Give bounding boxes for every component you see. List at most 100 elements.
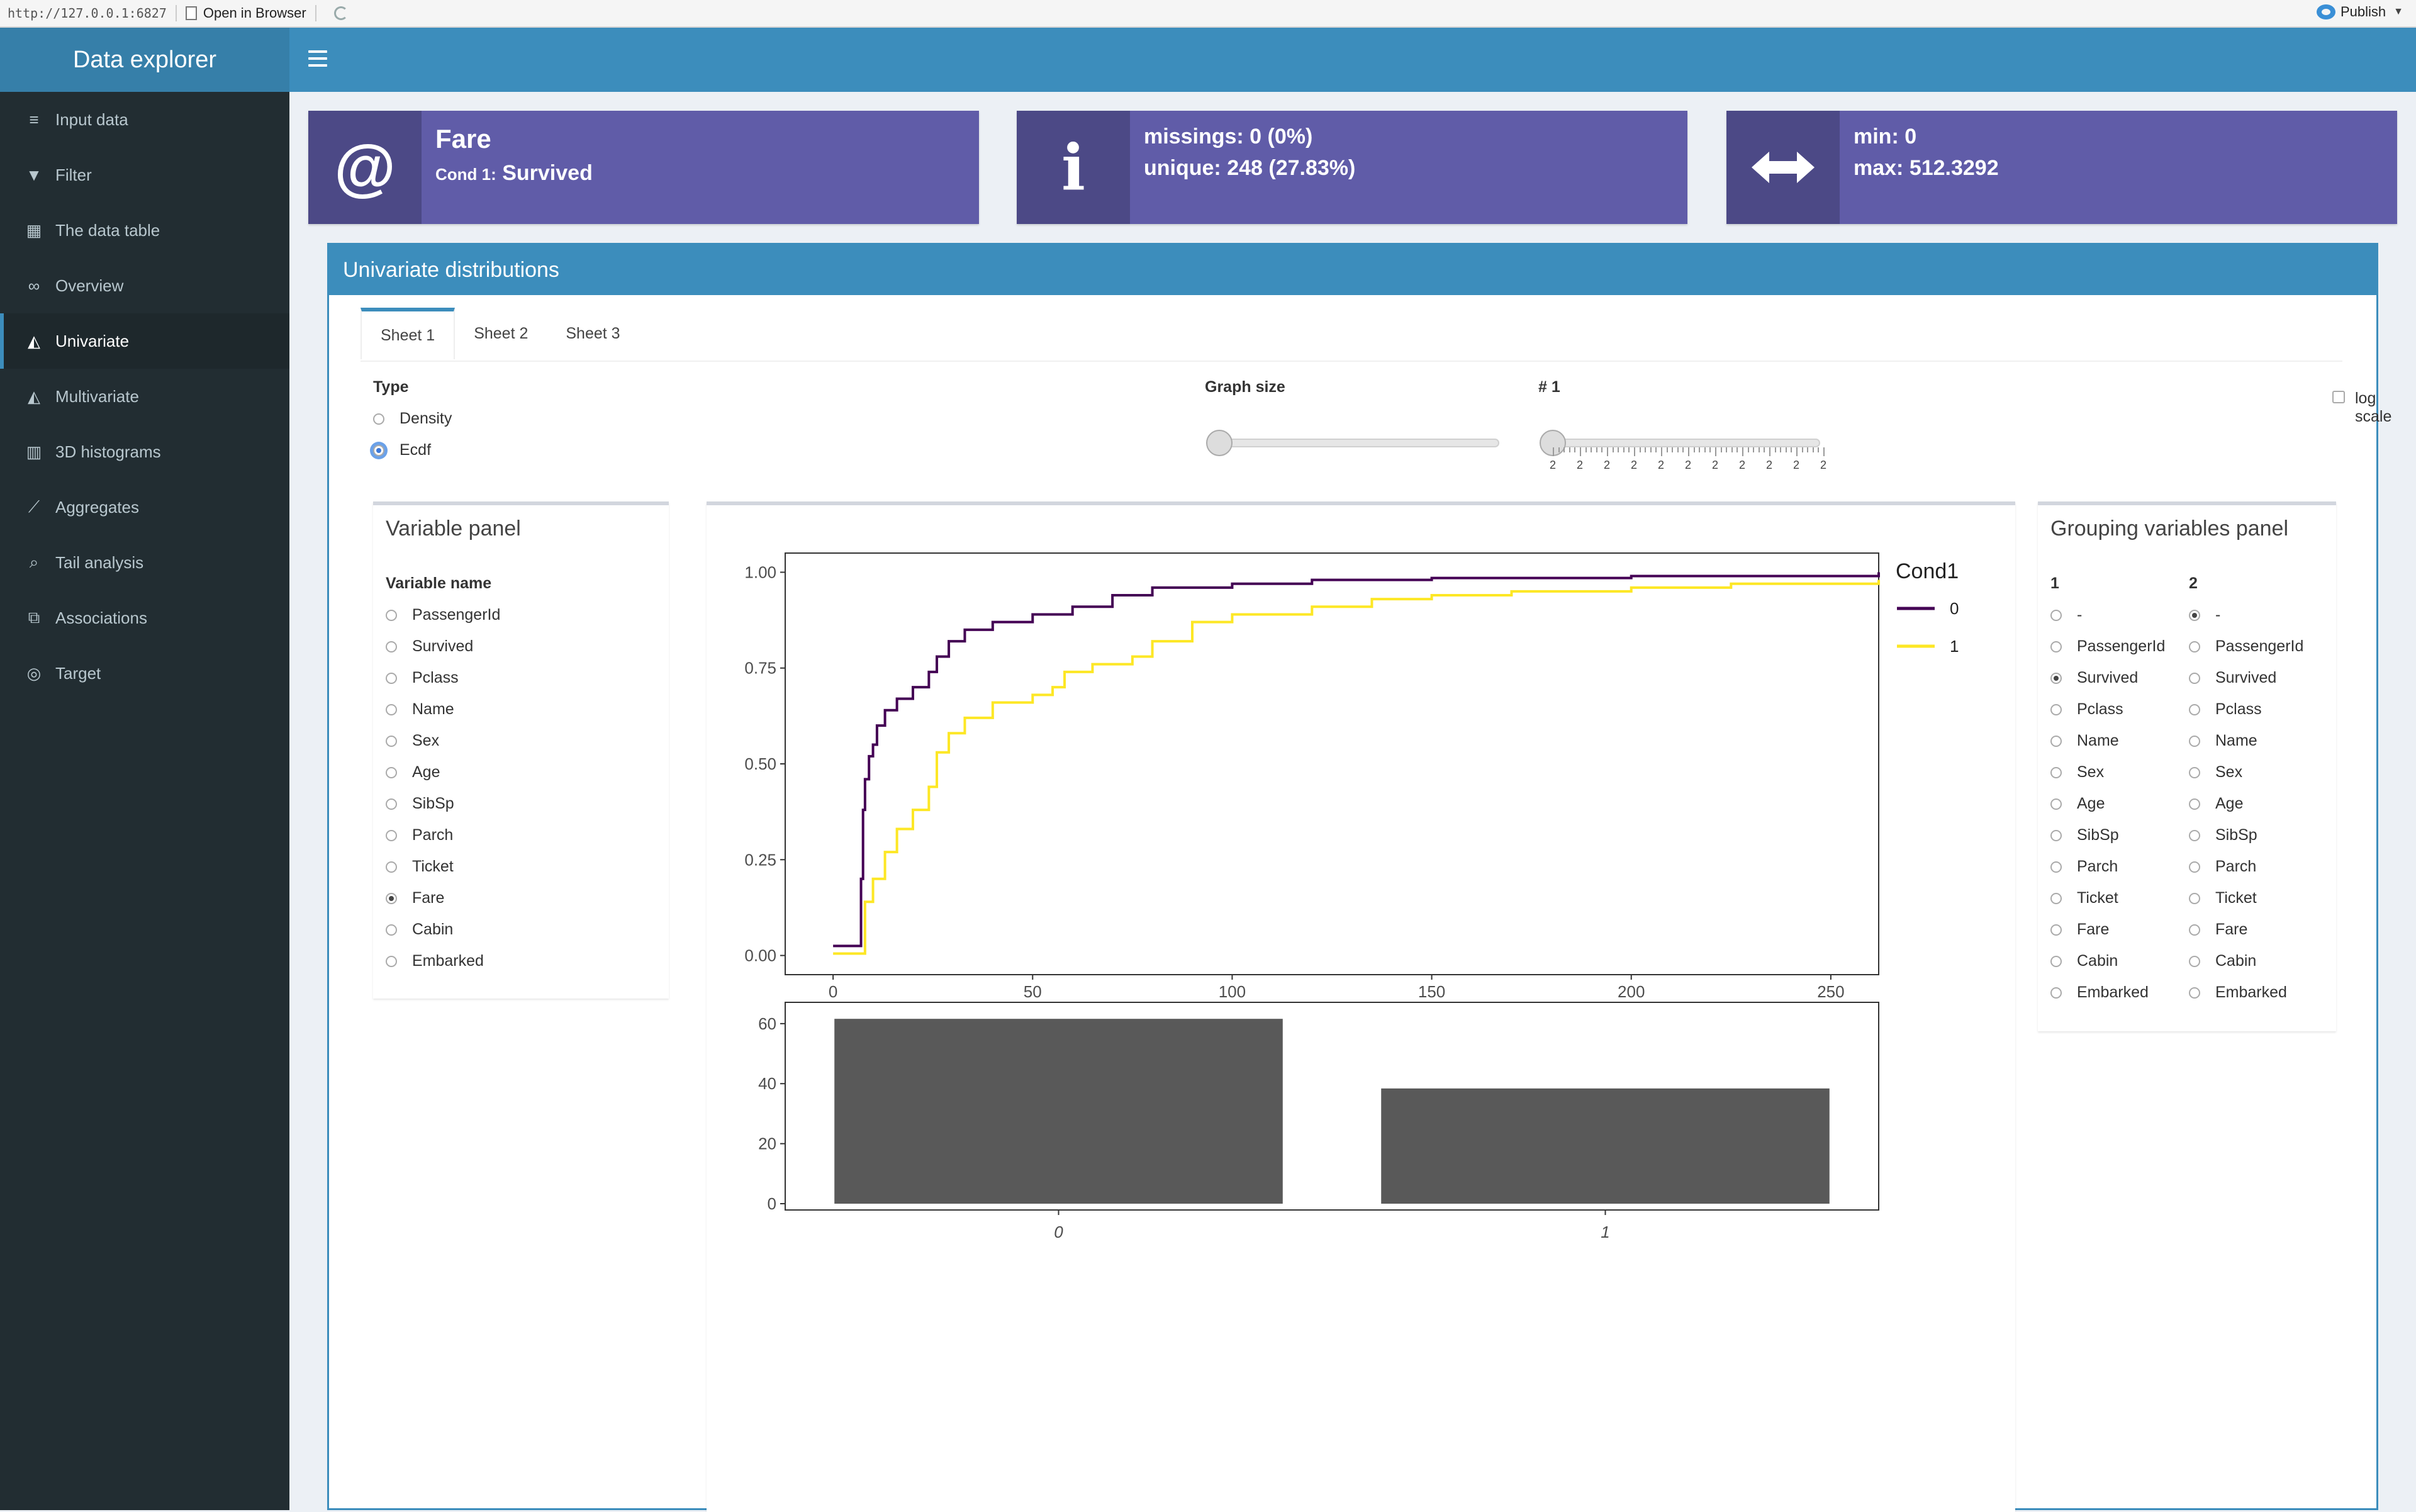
variable-option-age[interactable]: Age: [386, 763, 440, 781]
group1-option-fare[interactable]: Fare: [2050, 921, 2109, 939]
radio-button[interactable]: [386, 829, 397, 841]
group2-option-none[interactable]: -: [2189, 606, 2220, 624]
sidebar-item-filter[interactable]: ▼ Filter: [0, 147, 289, 203]
sidebar-item-overview[interactable]: ∞ Overview: [0, 258, 289, 313]
radio-button[interactable]: [2050, 798, 2062, 810]
variable-option-parch[interactable]: Parch: [386, 826, 453, 844]
variable-option-sex[interactable]: Sex: [386, 732, 439, 750]
radio-button[interactable]: [2050, 987, 2062, 999]
tab-sheet-3[interactable]: Sheet 3: [566, 324, 620, 342]
app-logo[interactable]: Data explorer: [0, 28, 289, 92]
group2-option-age[interactable]: Age: [2189, 795, 2243, 813]
group2-option-passengerid[interactable]: PassengerId: [2189, 637, 2303, 656]
group1-option-survived[interactable]: Survived: [2050, 669, 2138, 687]
variable-option-sibsp[interactable]: SibSp: [386, 795, 454, 813]
radio-button[interactable]: [2189, 672, 2200, 684]
tab-sheet-1[interactable]: Sheet 1: [361, 308, 456, 359]
radio-button[interactable]: [386, 766, 397, 778]
variable-option-survived[interactable]: Survived: [386, 637, 473, 656]
group2-option-sibsp[interactable]: SibSp: [2189, 826, 2257, 844]
radio-button[interactable]: [386, 892, 397, 904]
variable-option-cabin[interactable]: Cabin: [386, 921, 453, 939]
radio-button[interactable]: [386, 641, 397, 652]
group1-option-sibsp[interactable]: SibSp: [2050, 826, 2119, 844]
group2-option-sex[interactable]: Sex: [2189, 763, 2242, 781]
sidebar-item-associations[interactable]: ⧉ Associations: [0, 590, 289, 646]
variable-option-name[interactable]: Name: [386, 700, 454, 719]
sidebar-item-multivariate[interactable]: ◭ Multivariate: [0, 369, 289, 424]
group1-option-cabin[interactable]: Cabin: [2050, 952, 2118, 970]
sidebar-item-univariate[interactable]: ◭ Univariate: [0, 313, 289, 369]
radio-button[interactable]: [386, 609, 397, 621]
radio-button[interactable]: [386, 735, 397, 747]
group1-option-sex[interactable]: Sex: [2050, 763, 2104, 781]
radio-button[interactable]: [2189, 766, 2200, 778]
group2-option-parch[interactable]: Parch: [2189, 858, 2256, 876]
group1-option-age[interactable]: Age: [2050, 795, 2105, 813]
menu-toggle-icon[interactable]: [308, 50, 327, 67]
bins-slider-track[interactable]: [1543, 439, 1820, 447]
variable-option-fare[interactable]: Fare: [386, 889, 444, 907]
radio-button[interactable]: [2050, 609, 2062, 621]
graph-size-slider-handle[interactable]: [1206, 430, 1233, 456]
radio-button[interactable]: [2189, 924, 2200, 936]
radio-button[interactable]: [2189, 861, 2200, 873]
radio-button[interactable]: [386, 955, 397, 967]
group2-option-cabin[interactable]: Cabin: [2189, 952, 2256, 970]
radio-button[interactable]: [2050, 641, 2062, 652]
type-option-density[interactable]: Density: [373, 410, 452, 428]
radio-button[interactable]: [2189, 987, 2200, 999]
radio-button[interactable]: [2189, 703, 2200, 715]
radio-button[interactable]: [2050, 766, 2062, 778]
variable-option-pclass[interactable]: Pclass: [386, 669, 459, 687]
radio-button[interactable]: [2189, 829, 2200, 841]
sidebar-item-the-data-table[interactable]: ▦ The data table: [0, 203, 289, 258]
open-in-browser-button[interactable]: Open in Browser: [185, 5, 306, 21]
group2-option-ticket[interactable]: Ticket: [2189, 889, 2257, 907]
group1-option-embarked[interactable]: Embarked: [2050, 983, 2149, 1002]
group1-option-name[interactable]: Name: [2050, 732, 2119, 750]
group2-option-embarked[interactable]: Embarked: [2189, 983, 2287, 1002]
variable-option-ticket[interactable]: Ticket: [386, 858, 454, 876]
radio-button[interactable]: [2050, 924, 2062, 936]
radio-button[interactable]: [2189, 955, 2200, 967]
radio-button[interactable]: [2189, 609, 2200, 621]
radio-button[interactable]: [2050, 861, 2062, 873]
sidebar-item-aggregates[interactable]: ⟋ Aggregates: [0, 479, 289, 535]
radio-ecdf[interactable]: [373, 444, 384, 456]
type-option-ecdf[interactable]: Ecdf: [373, 441, 431, 459]
radio-button[interactable]: [386, 798, 397, 810]
radio-button[interactable]: [2189, 735, 2200, 747]
group1-option-parch[interactable]: Parch: [2050, 858, 2118, 876]
radio-button[interactable]: [386, 703, 397, 715]
radio-density[interactable]: [373, 413, 384, 425]
group1-option-ticket[interactable]: Ticket: [2050, 889, 2118, 907]
tab-sheet-2[interactable]: Sheet 2: [474, 324, 528, 342]
group2-option-pclass[interactable]: Pclass: [2189, 700, 2262, 719]
radio-button[interactable]: [2050, 735, 2062, 747]
radio-button[interactable]: [386, 861, 397, 873]
radio-button[interactable]: [2050, 955, 2062, 967]
variable-option-passengerid[interactable]: PassengerId: [386, 606, 500, 624]
graph-size-slider-track[interactable]: [1210, 439, 1499, 447]
radio-button[interactable]: [386, 924, 397, 936]
radio-button[interactable]: [2050, 829, 2062, 841]
radio-button[interactable]: [2189, 892, 2200, 904]
radio-button[interactable]: [2050, 892, 2062, 904]
sidebar-item-3d-histograms[interactable]: ▥ 3D histograms: [0, 424, 289, 479]
variable-option-embarked[interactable]: Embarked: [386, 952, 484, 970]
group1-option-none[interactable]: -: [2050, 606, 2082, 624]
group2-option-name[interactable]: Name: [2189, 732, 2257, 750]
sidebar-item-tail-analysis[interactable]: ⌕ Tail analysis: [0, 535, 289, 590]
refresh-icon[interactable]: [333, 6, 348, 20]
radio-button[interactable]: [386, 672, 397, 684]
log-scale-checkbox[interactable]: [2332, 391, 2345, 403]
group2-option-survived[interactable]: Survived: [2189, 669, 2276, 687]
url-text[interactable]: http://127.0.0.1:6827: [8, 6, 167, 21]
group2-option-fare[interactable]: Fare: [2189, 921, 2247, 939]
group1-option-pclass[interactable]: Pclass: [2050, 700, 2123, 719]
radio-button[interactable]: [2050, 672, 2062, 684]
sidebar-item-target[interactable]: ◎ Target: [0, 646, 289, 701]
radio-button[interactable]: [2050, 703, 2062, 715]
sidebar-item-input-data[interactable]: ≡ Input data: [0, 92, 289, 147]
